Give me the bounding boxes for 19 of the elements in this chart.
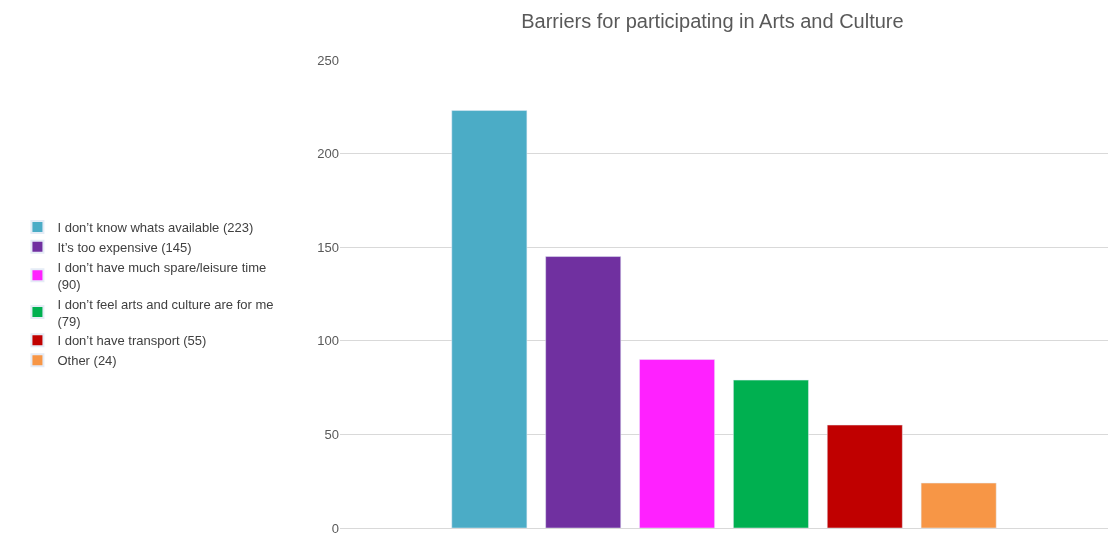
- bar: [639, 359, 715, 528]
- chart-title: Barriers for participating in Arts and Culture: [521, 9, 904, 32]
- bar: [451, 110, 528, 528]
- legend-label: It’s too expensive (145): [57, 239, 192, 255]
- legend-label: I don’t feel arts and culture are for me (79): [57, 296, 274, 329]
- bar: [545, 256, 621, 528]
- legend-label: Other (24): [57, 353, 117, 369]
- y-tick-label: 200: [317, 146, 339, 162]
- bar: [827, 424, 903, 528]
- y-tick-label: 150: [317, 239, 339, 255]
- legend-label: I don’t have transport (55): [57, 333, 207, 349]
- bar: [920, 482, 997, 528]
- y-tick-label: 100: [317, 333, 339, 349]
- legend-label: I don’t have much spare/leisure time (90): [57, 259, 267, 292]
- y-tick-label: 50: [324, 426, 339, 442]
- bar: [733, 379, 809, 528]
- y-tick-label: 250: [317, 52, 339, 68]
- y-tick-label: 0: [331, 520, 339, 536]
- legend-label: I don’t know whats available (223): [57, 220, 254, 236]
